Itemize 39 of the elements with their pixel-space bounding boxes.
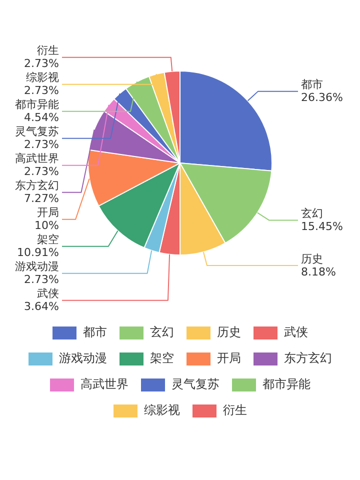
legend-label: 游戏动漫 — [59, 351, 107, 366]
slice-label: 架空 — [37, 233, 59, 246]
slice-label: 都市异能 — [15, 98, 59, 112]
legend-label: 玄幻 — [150, 325, 174, 340]
legend-label: 架空 — [150, 351, 174, 366]
slice-label: 综影视 — [26, 71, 59, 84]
data-label: 7.27% — [24, 192, 59, 206]
data-label: 2.73% — [24, 57, 59, 70]
slice-label: 都市 — [301, 78, 323, 92]
data-label: 2.73% — [24, 165, 59, 178]
data-label: 3.64% — [24, 300, 59, 314]
slice-label: 武侠 — [37, 287, 59, 300]
legend-label: 开局 — [217, 351, 241, 366]
data-label: 2.73% — [24, 84, 59, 98]
legend-label: 历史 — [217, 325, 241, 340]
slice-label: 灵气复苏 — [15, 125, 59, 138]
legend-label: 东方玄幻 — [284, 351, 332, 366]
data-label: 8.18% — [301, 265, 336, 278]
data-label: 2.73% — [24, 273, 59, 286]
data-label: 15.45% — [301, 220, 343, 234]
data-label: 4.54% — [24, 111, 59, 124]
data-label: 2.73% — [24, 138, 59, 152]
data-label: 10% — [34, 219, 59, 232]
legend-label: 都市 — [83, 325, 107, 340]
slice-label: 游戏动漫 — [15, 260, 59, 274]
data-label: 10.91% — [17, 246, 59, 260]
slice-label: 高武世界 — [15, 152, 59, 166]
legend-label: 灵气复苏 — [172, 377, 220, 392]
slice-label: 开局 — [37, 206, 59, 220]
data-label: 26.36% — [301, 91, 343, 104]
slice-label: 衍生 — [37, 44, 59, 58]
slice-label: 东方玄幻 — [15, 179, 59, 192]
legend-label: 高武世界 — [80, 377, 128, 392]
slice-label: 玄幻 — [301, 207, 323, 220]
legend-label: 衍生 — [223, 403, 247, 418]
legend-label: 武侠 — [284, 325, 308, 340]
legend-label: 综影视 — [144, 403, 180, 418]
slice-label: 历史 — [301, 252, 323, 266]
legend-label: 都市异能 — [262, 377, 310, 392]
